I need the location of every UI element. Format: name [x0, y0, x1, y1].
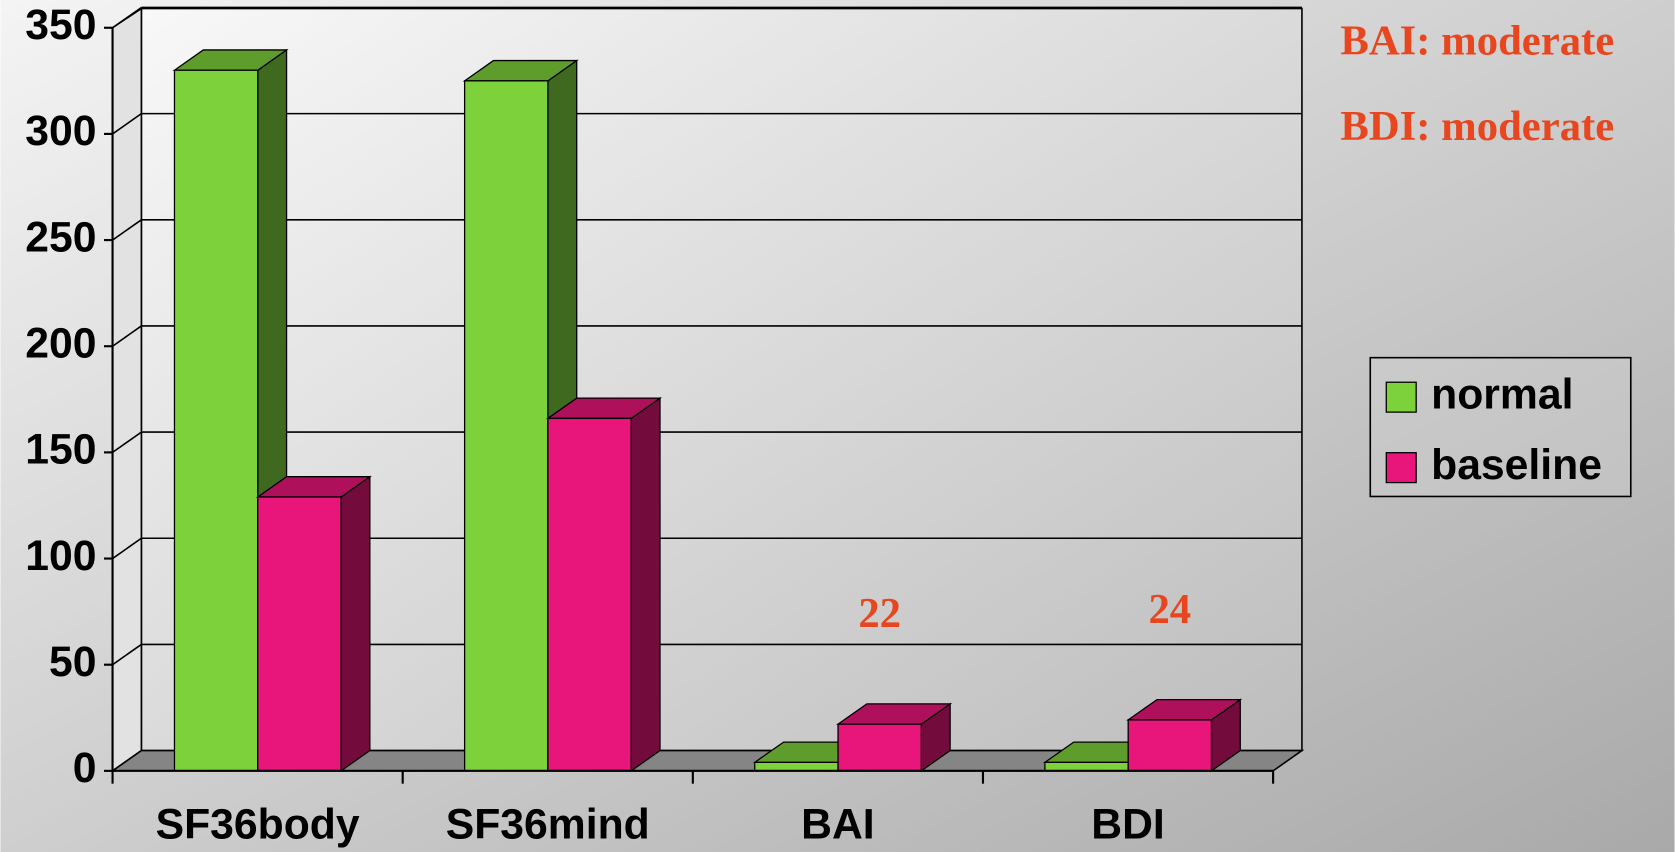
annotation: BAI: moderate	[1340, 18, 1614, 65]
bar	[463, 80, 549, 772]
x-tick-label: BAI	[801, 801, 875, 849]
bar	[1044, 761, 1129, 772]
legend-swatch	[1385, 452, 1417, 484]
y-tick-label: 150	[25, 426, 96, 474]
x-tick-label: SF36body	[156, 801, 360, 849]
y-tick-label: 350	[25, 1, 96, 49]
legend-label: baseline	[1431, 441, 1602, 489]
grid-line	[112, 112, 142, 135]
y-tick-label: 50	[49, 638, 96, 686]
bar	[173, 69, 259, 772]
y-tick-label: 300	[25, 107, 96, 155]
grid-line	[112, 219, 142, 241]
legend-label: normal	[1431, 370, 1573, 418]
x-tick-label: BDI	[1091, 801, 1165, 849]
y-tick-label: 250	[25, 213, 96, 261]
bar	[547, 417, 632, 772]
y-tick-label: 200	[25, 320, 96, 368]
grid-line	[112, 537, 142, 560]
data-label: 22	[858, 590, 901, 637]
y-tick-label: 100	[25, 532, 96, 580]
bar	[754, 761, 839, 772]
grid-line	[112, 643, 142, 666]
bar	[837, 723, 922, 772]
y-tick-label: 0	[73, 744, 97, 792]
annotation: BDI: moderate	[1340, 103, 1614, 150]
legend-swatch	[1385, 381, 1417, 413]
grid-line	[112, 6, 142, 29]
bar	[1127, 719, 1213, 772]
bar	[257, 496, 342, 772]
data-label: 24	[1148, 586, 1191, 633]
grid-line	[112, 325, 142, 347]
bar-side	[630, 396, 661, 773]
bar-side	[340, 475, 371, 773]
grid-line	[112, 431, 142, 454]
x-tick-label: SF36mind	[446, 801, 650, 849]
